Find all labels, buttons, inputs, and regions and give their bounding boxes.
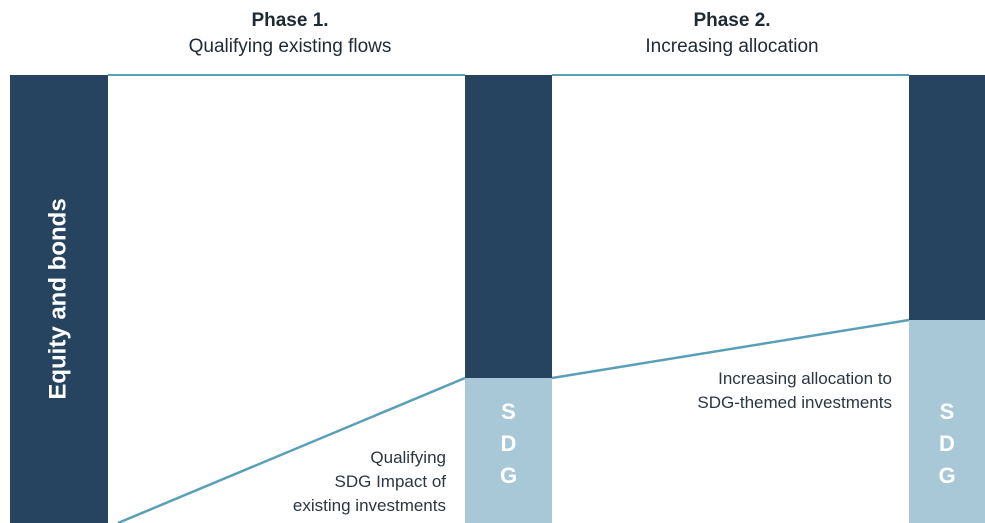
phase-1-number: Phase 1. <box>251 10 329 31</box>
increasing-note-line: SDG-themed investments <box>697 393 892 412</box>
phase-2-dark-segment <box>909 75 985 320</box>
phase-1-heading: Phase 1. Qualifying existing flows <box>110 8 470 60</box>
sdg-growth-line-1 <box>117 376 466 523</box>
increasing-note: Increasing allocation to SDG-themed inve… <box>640 367 892 415</box>
phase-1-sdg-segment <box>465 378 552 523</box>
phase-1-title: Qualifying existing flows <box>188 36 392 57</box>
sdg-letter-s: S <box>501 399 516 424</box>
qualifying-note: Qualifying SDG Impact of existing invest… <box>206 446 446 518</box>
increasing-note-line: Increasing allocation to <box>718 369 892 388</box>
phase-1-sdg-label: S D G <box>465 396 552 492</box>
phase-2-number: Phase 2. <box>693 10 771 31</box>
qualifying-note-line: Qualifying <box>370 448 446 467</box>
equity-bonds-bar <box>10 75 108 523</box>
sdg-growth-line-2 <box>551 318 910 380</box>
phase-1-dark-segment <box>465 75 552 378</box>
sdg-letter-d: D <box>500 431 517 456</box>
sdg-letter-d: D <box>939 431 955 456</box>
phase-2-sdg-label: S D G <box>909 396 985 492</box>
sdg-letter-s: S <box>939 399 955 424</box>
sdg-letter-g: G <box>938 463 956 488</box>
qualifying-note-line: SDG Impact of <box>334 472 446 491</box>
phase-2-title: Increasing allocation <box>645 36 819 57</box>
phase-2-heading: Phase 2. Increasing allocation <box>552 8 912 60</box>
sdg-letter-g: G <box>499 463 518 488</box>
phase-2-sdg-segment <box>909 320 985 523</box>
qualifying-note-line: existing investments <box>292 496 446 515</box>
